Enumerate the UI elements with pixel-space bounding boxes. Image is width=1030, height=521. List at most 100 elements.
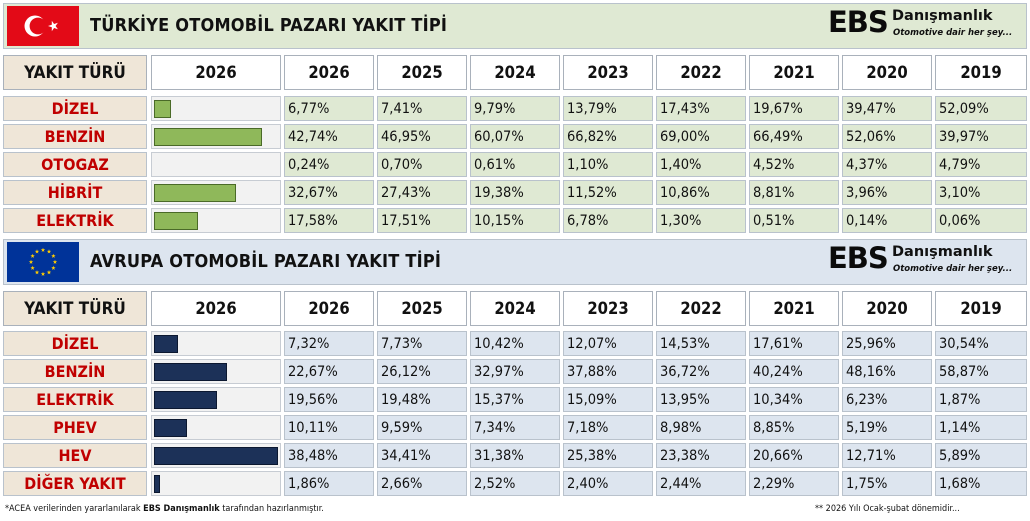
eu-star-icon [40,271,46,276]
value-cell: 3,96% [842,180,932,205]
fuel-type-header: YAKIT TÜRÜ [3,291,147,326]
value-cell: 0,06% [935,208,1027,233]
value-cell: 1,40% [656,152,746,177]
value-cell: 69,00% [656,124,746,149]
bar-di̇ğer yakit [154,475,160,493]
turkey-flag-icon [7,6,79,46]
value-cell: 48,16% [842,359,932,384]
eu-flag-icon [7,242,79,282]
value-cell: 0,24% [284,152,374,177]
logo-brand: EBS [828,241,889,275]
value-cell: 20,66% [749,443,839,468]
bar-cell [151,124,281,149]
year-header-2023: 2023 [563,55,653,90]
fuel-label: ELEKTRİK [3,208,147,233]
value-cell: 58,87% [935,359,1027,384]
value-cell: 22,67% [284,359,374,384]
value-cell: 66,82% [563,124,653,149]
value-cell: 11,52% [563,180,653,205]
value-cell: 60,07% [470,124,560,149]
value-cell: 17,43% [656,96,746,121]
footer-brand: EBS Danışmanlık [143,504,220,514]
value-cell: 1,68% [935,471,1027,496]
value-cell: 2,52% [470,471,560,496]
fuel-label: BENZİN [3,124,147,149]
value-cell: 52,09% [935,96,1027,121]
value-cell: 4,79% [935,152,1027,177]
europe-banner: AVRUPA OTOMOBİL PAZARI YAKIT TİPİ EBS Da… [3,239,1027,285]
bar-di̇zel [154,335,178,353]
value-cell: 7,18% [563,415,653,440]
bar-column-header: 2026 [151,291,281,326]
value-cell: 25,96% [842,331,932,356]
value-cell: 7,73% [377,331,467,356]
value-cell: 17,51% [377,208,467,233]
value-cell: 34,41% [377,443,467,468]
year-header-2024: 2024 [470,55,560,90]
bar-cell [151,180,281,205]
value-cell: 0,70% [377,152,467,177]
value-cell: 15,37% [470,387,560,412]
bar-cell [151,471,281,496]
logo-name: Danışmanlık [892,8,993,24]
value-cell: 19,56% [284,387,374,412]
eu-star-icon [28,259,34,264]
eu-star-icon [46,270,52,275]
year-header-2019: 2019 [935,55,1027,90]
value-cell: 15,09% [563,387,653,412]
value-cell: 46,95% [377,124,467,149]
bar-cell [151,96,281,121]
value-cell: 0,51% [749,208,839,233]
value-cell: 5,89% [935,443,1027,468]
value-cell: 36,72% [656,359,746,384]
value-cell: 19,48% [377,387,467,412]
logo-name: Danışmanlık [892,244,993,260]
value-cell: 10,42% [470,331,560,356]
value-cell: 3,10% [935,180,1027,205]
value-cell: 2,40% [563,471,653,496]
value-cell: 1,86% [284,471,374,496]
value-cell: 2,66% [377,471,467,496]
value-cell: 5,19% [842,415,932,440]
value-cell: 4,37% [842,152,932,177]
value-cell: 8,98% [656,415,746,440]
value-cell: 7,34% [470,415,560,440]
value-cell: 2,29% [749,471,839,496]
fuel-label: OTOGAZ [3,152,147,177]
year-header-2022: 2022 [656,55,746,90]
turkey-banner: TÜRKİYE OTOMOBİL PAZARI YAKIT TİPİ EBS D… [3,3,1027,49]
value-cell: 19,38% [470,180,560,205]
value-cell: 52,06% [842,124,932,149]
value-cell: 31,38% [470,443,560,468]
ebs-logo: EBS Danışmanlık Otomotive dair her şey..… [828,5,1018,45]
value-cell: 1,10% [563,152,653,177]
eu-star-icon [30,253,35,258]
bar-hev [154,447,278,465]
value-cell: 1,30% [656,208,746,233]
year-header-2025: 2025 [377,291,467,326]
eu-star-icon [34,270,40,275]
year-header-2026: 2026 [284,55,374,90]
year-header-2026: 2026 [284,291,374,326]
fuel-label: HEV [3,443,147,468]
fuel-label: DİZEL [3,96,147,121]
fuel-label: HİBRİT [3,180,147,205]
eu-star-icon [52,259,58,264]
eu-star-icon [46,249,52,254]
fuel-label: PHEV [3,415,147,440]
footer-period-note: ** 2026 Yılı Ocak-şubat dönemidir... [815,504,960,514]
year-header-2021: 2021 [749,55,839,90]
value-cell: 1,87% [935,387,1027,412]
value-cell: 17,58% [284,208,374,233]
fuel-label: DİĞER YAKIT [3,471,147,496]
eu-star-icon [34,249,40,254]
value-cell: 10,11% [284,415,374,440]
value-cell: 7,41% [377,96,467,121]
bar-cell [151,387,281,412]
value-cell: 25,38% [563,443,653,468]
logo-tagline: Otomotive dair her şey... [893,28,1013,38]
value-cell: 39,47% [842,96,932,121]
bar-di̇zel [154,100,171,118]
fuel-type-header: YAKIT TÜRÜ [3,55,147,90]
fuel-label: BENZİN [3,359,147,384]
